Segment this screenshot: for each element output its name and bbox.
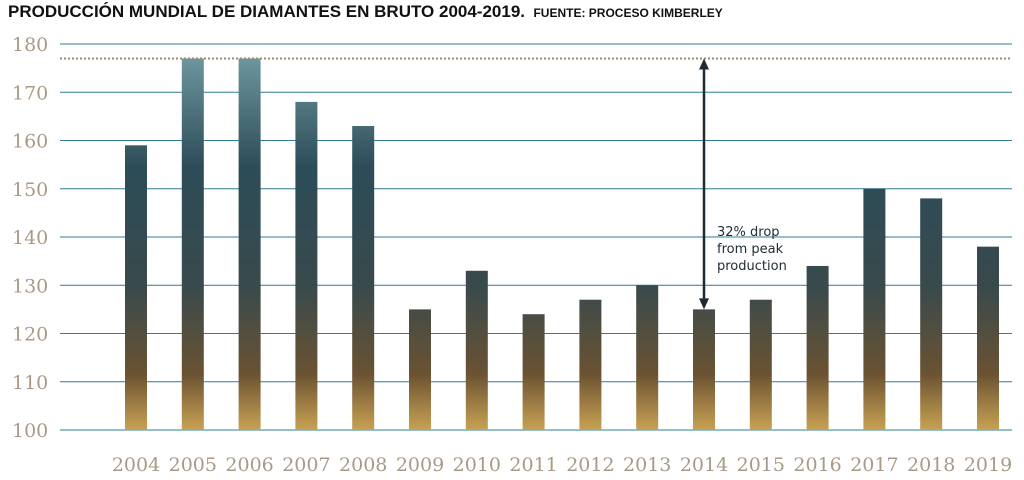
x-tick-label: 2009 xyxy=(396,454,444,476)
bar-2019 xyxy=(977,246,999,430)
x-tick-label: 2008 xyxy=(339,454,387,476)
x-tick-label: 2014 xyxy=(680,454,728,476)
bar-2011 xyxy=(522,314,545,430)
chart-subtitle: FUENTE: PROCESO KIMBERLEY xyxy=(533,6,723,20)
bar-2016 xyxy=(806,265,829,430)
y-tick-label: 150 xyxy=(12,179,48,201)
x-tick-label: 2018 xyxy=(907,454,955,476)
drop-annotation: 32% drop from peak production xyxy=(699,58,787,310)
annotation-line: from peak xyxy=(717,242,784,257)
bar-2014 xyxy=(693,309,715,430)
x-tick-label: 2013 xyxy=(623,454,671,476)
bar-2005 xyxy=(181,58,204,430)
bar-2012 xyxy=(579,299,602,430)
arrow-head-up xyxy=(699,58,709,70)
bar-2004 xyxy=(125,145,147,430)
x-tick-label: 2017 xyxy=(850,454,898,476)
y-tick-label: 100 xyxy=(12,420,48,442)
bar-2006 xyxy=(238,58,261,430)
x-tick-label: 2005 xyxy=(169,454,217,476)
x-tick-label: 2015 xyxy=(737,454,785,476)
arrow-head-down xyxy=(699,298,709,310)
bar-2018 xyxy=(920,198,943,430)
bar-2015 xyxy=(749,299,772,430)
y-tick-label: 130 xyxy=(12,275,48,297)
x-tick-label: 2010 xyxy=(453,454,501,476)
x-tick-label: 2007 xyxy=(282,454,330,476)
y-axis-ticks: 100 110 120 130 140 150 160 170 180 xyxy=(12,34,48,442)
x-tick-label: 2012 xyxy=(566,454,614,476)
chart-title: PRODUCCIÓN MUNDIAL DE DIAMANTES EN BRUTO… xyxy=(8,2,526,21)
bars xyxy=(125,58,999,431)
x-tick-label: 2016 xyxy=(793,454,841,476)
y-tick-label: 160 xyxy=(12,131,48,153)
bar-2007 xyxy=(295,101,318,431)
bar-2008 xyxy=(352,126,375,431)
bar-2010 xyxy=(465,270,488,430)
y-tick-label: 120 xyxy=(12,324,48,346)
annotation-line: 32% drop xyxy=(717,225,780,240)
y-tick-label: 140 xyxy=(12,227,48,249)
bar-2009 xyxy=(409,309,431,430)
x-tick-label: 2004 xyxy=(112,454,160,476)
y-tick-label: 110 xyxy=(12,372,48,394)
gridlines xyxy=(60,43,1012,431)
x-tick-label: 2006 xyxy=(225,454,273,476)
y-tick-label: 180 xyxy=(12,34,48,56)
chart-title-block: PRODUCCIÓN MUNDIAL DE DIAMANTES EN BRUTO… xyxy=(8,2,723,22)
y-tick-label: 170 xyxy=(12,82,48,104)
bar-2013 xyxy=(636,285,659,430)
x-axis-ticks: 2004 2005 2006 2007 2008 2009 2010 2011 2012 2013… xyxy=(112,454,1012,476)
bar-2017 xyxy=(863,188,886,430)
annotation-line: production xyxy=(717,259,787,274)
x-tick-label: 2011 xyxy=(509,454,557,476)
x-tick-label: 2019 xyxy=(964,454,1012,476)
